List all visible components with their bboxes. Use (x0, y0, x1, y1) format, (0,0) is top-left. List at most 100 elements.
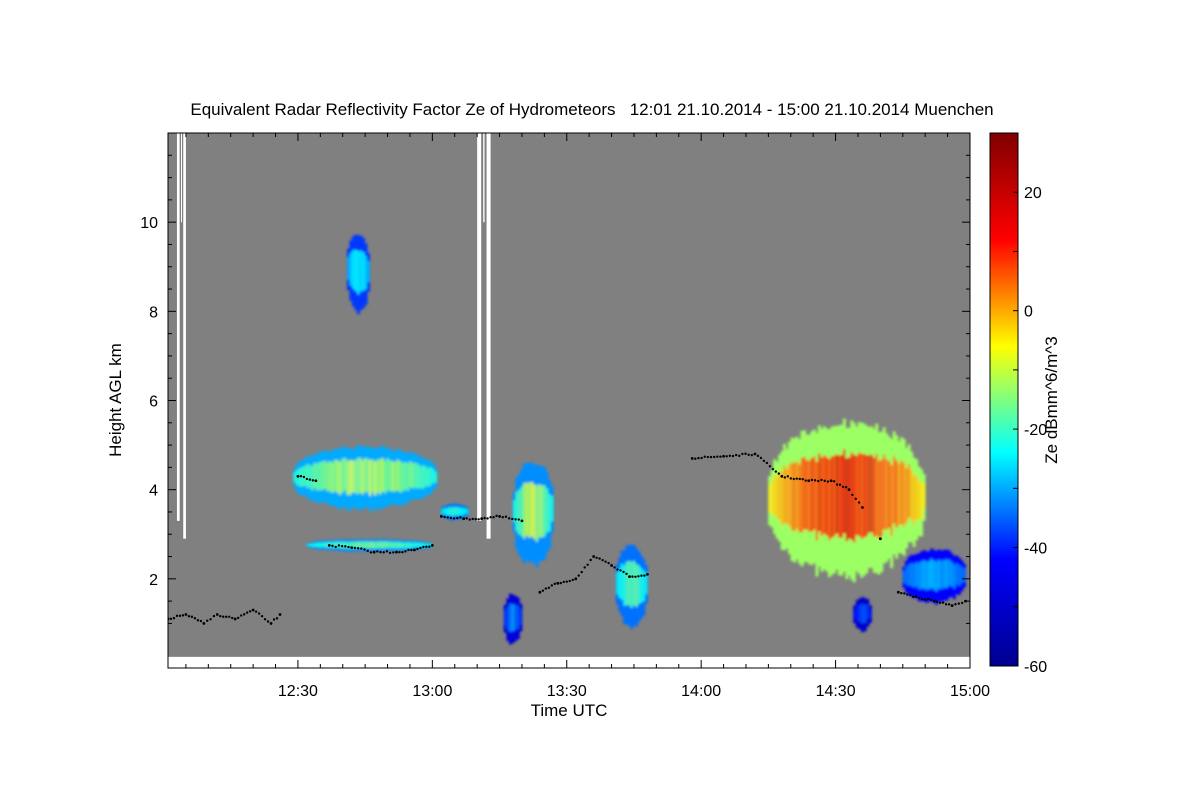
cloud-base-point (439, 515, 443, 518)
echo-column (414, 462, 417, 489)
echo-column (861, 604, 864, 624)
echo-column (402, 542, 405, 549)
echo-column (409, 542, 413, 548)
echo-column (331, 462, 334, 493)
echo-column (920, 561, 923, 589)
cloud-base-point (181, 614, 185, 617)
echo-column (855, 455, 858, 536)
cloud-base-point (832, 480, 836, 483)
echo-column (379, 459, 382, 495)
echo-column (374, 541, 378, 549)
echo-column (384, 460, 387, 494)
echo-column (514, 604, 517, 630)
echo-column (389, 460, 392, 492)
cloud-base-point (550, 584, 554, 587)
echo-column (336, 460, 339, 493)
cloud-base-point (222, 615, 225, 618)
echo-column (905, 468, 908, 524)
cloud-base-point (456, 516, 459, 520)
echo-column (361, 460, 364, 495)
echo-column (858, 604, 862, 622)
cloud-base-point (507, 517, 511, 520)
echo-column (525, 482, 529, 536)
cloud-base-point (753, 452, 757, 456)
echo-column (351, 460, 354, 493)
cloud-base-point (631, 575, 634, 578)
cloud-base-point (242, 613, 246, 616)
echo-column (625, 561, 629, 606)
echo-column (392, 542, 395, 549)
y-axis-label: Height AGL km (106, 343, 125, 457)
echo-column (963, 568, 966, 582)
cloud-base-point (712, 455, 716, 459)
echo-column (434, 471, 437, 483)
cloud-base-point (932, 599, 936, 603)
cloud-base-point (486, 517, 489, 520)
echo-column (850, 452, 854, 541)
cloud-base-point (169, 617, 173, 621)
echo-column (451, 507, 454, 517)
x-tick-label: 14:00 (681, 683, 721, 700)
echo-column (633, 561, 636, 606)
cloud-base-point (826, 480, 830, 483)
cloud-base-point (738, 454, 741, 458)
cloud-base-point (595, 556, 598, 559)
cloud-base-point (363, 548, 366, 551)
cloud-base-point (302, 475, 306, 479)
echo-column (387, 541, 390, 549)
cloud-base-point (637, 575, 640, 578)
echo-column (640, 568, 643, 603)
cloud-base-point (245, 611, 249, 614)
cloud-base-point (251, 608, 255, 612)
echo-column (930, 559, 933, 588)
cloud-base-point (385, 550, 389, 553)
echo-column (938, 559, 941, 589)
cloud-base-point (777, 472, 781, 475)
echo-column (364, 255, 368, 290)
echo-column (863, 604, 867, 623)
echo-column (312, 543, 315, 548)
echo-column (515, 491, 519, 532)
echo-column (316, 463, 319, 491)
echo-column (856, 605, 859, 621)
cloud-base-point (350, 546, 354, 550)
cloud-base-point (544, 587, 548, 590)
cloud-base-point (759, 456, 763, 460)
echo-column (940, 560, 943, 590)
echo-column (948, 559, 951, 586)
echo-column (810, 457, 814, 532)
cloud-base-point (854, 497, 857, 501)
cloud-base-point (239, 614, 243, 617)
echo-column (427, 543, 430, 547)
echo-column (323, 460, 327, 489)
echo-column (933, 560, 936, 590)
cloud-base-point (716, 455, 719, 458)
cloud-base-point (616, 568, 619, 571)
echo-column (509, 603, 512, 632)
cloud-base-point (228, 615, 231, 618)
cloud-base-point (520, 519, 524, 523)
cloud-base-point (425, 545, 428, 548)
cloud-base-point (231, 616, 234, 620)
cloud-base-point (337, 544, 341, 547)
cloud-base-point (178, 614, 182, 618)
echo-column (354, 249, 358, 292)
echo-column (399, 461, 402, 493)
echo-column (953, 564, 956, 589)
echo-column (917, 480, 921, 519)
echo-column (892, 456, 896, 524)
echo-column (635, 564, 638, 608)
echo-column (928, 561, 931, 590)
echo-column (293, 472, 296, 483)
echo-column (460, 507, 464, 516)
cloud-base-point (565, 580, 568, 583)
cloud-base-point (810, 478, 814, 482)
echo-region (902, 548, 966, 605)
echo-column (815, 461, 819, 541)
echo-column (922, 483, 926, 510)
echo-column (407, 542, 410, 549)
cloud-base-point (501, 515, 504, 519)
echo-column (518, 489, 521, 535)
cloud-base-point (398, 550, 401, 554)
